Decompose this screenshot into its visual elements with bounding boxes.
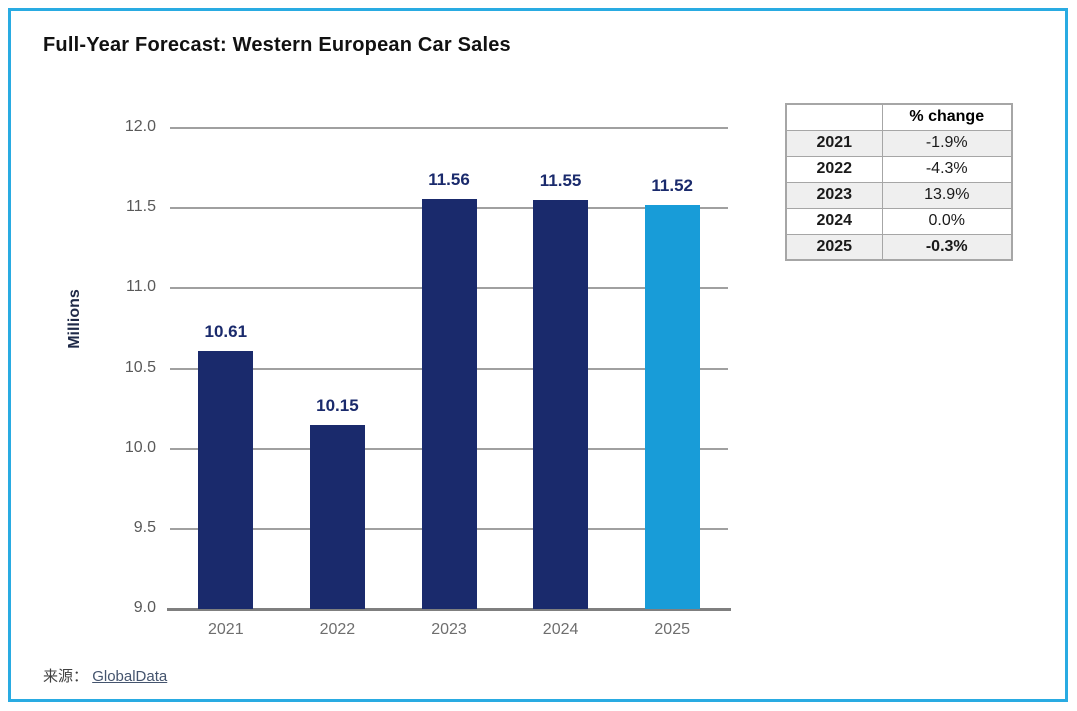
y-tick-label: 10.5 bbox=[124, 358, 156, 376]
table-cell-change: 13.9% bbox=[881, 181, 1013, 209]
bar-2024 bbox=[533, 200, 589, 609]
source-line: 来源： GlobalData bbox=[43, 665, 167, 686]
table-row: 2024 0.0% bbox=[785, 207, 1013, 235]
y-tick-label: 11.0 bbox=[126, 278, 156, 296]
bar-2021 bbox=[198, 350, 254, 609]
table-header-row: % change bbox=[785, 103, 1013, 131]
y-tick-label: 9.5 bbox=[133, 518, 156, 536]
bar-value-label: 10.61 bbox=[204, 321, 248, 341]
table-cell-year: 2025 bbox=[785, 233, 883, 261]
bar-2023 bbox=[421, 198, 477, 609]
table-cell-year: 2022 bbox=[785, 155, 883, 183]
plot-area: 10.61 10.15 11.56 11.55 11.52 bbox=[167, 127, 731, 611]
source-label: 来源： bbox=[43, 668, 89, 685]
table-cell-year: 2021 bbox=[785, 129, 883, 157]
y-tick-label: 11.5 bbox=[126, 198, 156, 216]
table-row: 2022 -4.3% bbox=[785, 155, 1013, 183]
y-tick-label: 9.0 bbox=[133, 599, 156, 616]
bar-2025 bbox=[644, 204, 700, 609]
table-row: 2021 -1.9% bbox=[785, 129, 1013, 157]
table-row: 2023 13.9% bbox=[785, 181, 1013, 209]
table-header-change: % change bbox=[881, 103, 1013, 131]
table-cell-change: -1.9% bbox=[881, 129, 1013, 157]
x-tick-label: 2022 bbox=[319, 621, 356, 638]
table-header-blank bbox=[785, 103, 883, 131]
table-cell-year: 2023 bbox=[785, 181, 883, 209]
table-cell-change: 0.0% bbox=[881, 207, 1013, 235]
bar-value-label: 11.55 bbox=[539, 171, 582, 191]
x-tick-label: 2024 bbox=[542, 621, 579, 638]
bar-2022 bbox=[309, 424, 365, 609]
bar-value-label: 11.56 bbox=[428, 169, 470, 189]
x-axis-line bbox=[167, 608, 731, 611]
y-axis-title: Millions bbox=[66, 289, 83, 349]
y-tick-label: 10.0 bbox=[124, 438, 156, 456]
bar-value-label: 10.15 bbox=[316, 395, 359, 415]
gridline bbox=[170, 127, 728, 129]
chart-title: Full-Year Forecast: Western European Car… bbox=[43, 34, 511, 56]
table-cell-year: 2024 bbox=[785, 207, 883, 235]
x-tick-label: 2025 bbox=[654, 621, 690, 638]
source-link[interactable]: GlobalData bbox=[92, 668, 168, 685]
table-row: 2025 -0.3% bbox=[785, 233, 1013, 261]
x-tick-label: 2021 bbox=[208, 621, 244, 638]
bar-value-label: 11.52 bbox=[651, 175, 693, 195]
y-tick-label: 12.0 bbox=[124, 118, 156, 135]
table-cell-change: -4.3% bbox=[881, 155, 1013, 183]
x-tick-label: 2023 bbox=[431, 621, 467, 638]
table-cell-change: -0.3% bbox=[881, 233, 1013, 261]
pct-change-table: % change 2021 -1.9% 2022 -4.3% 2023 13.9% 2024 0… bbox=[785, 103, 1013, 261]
